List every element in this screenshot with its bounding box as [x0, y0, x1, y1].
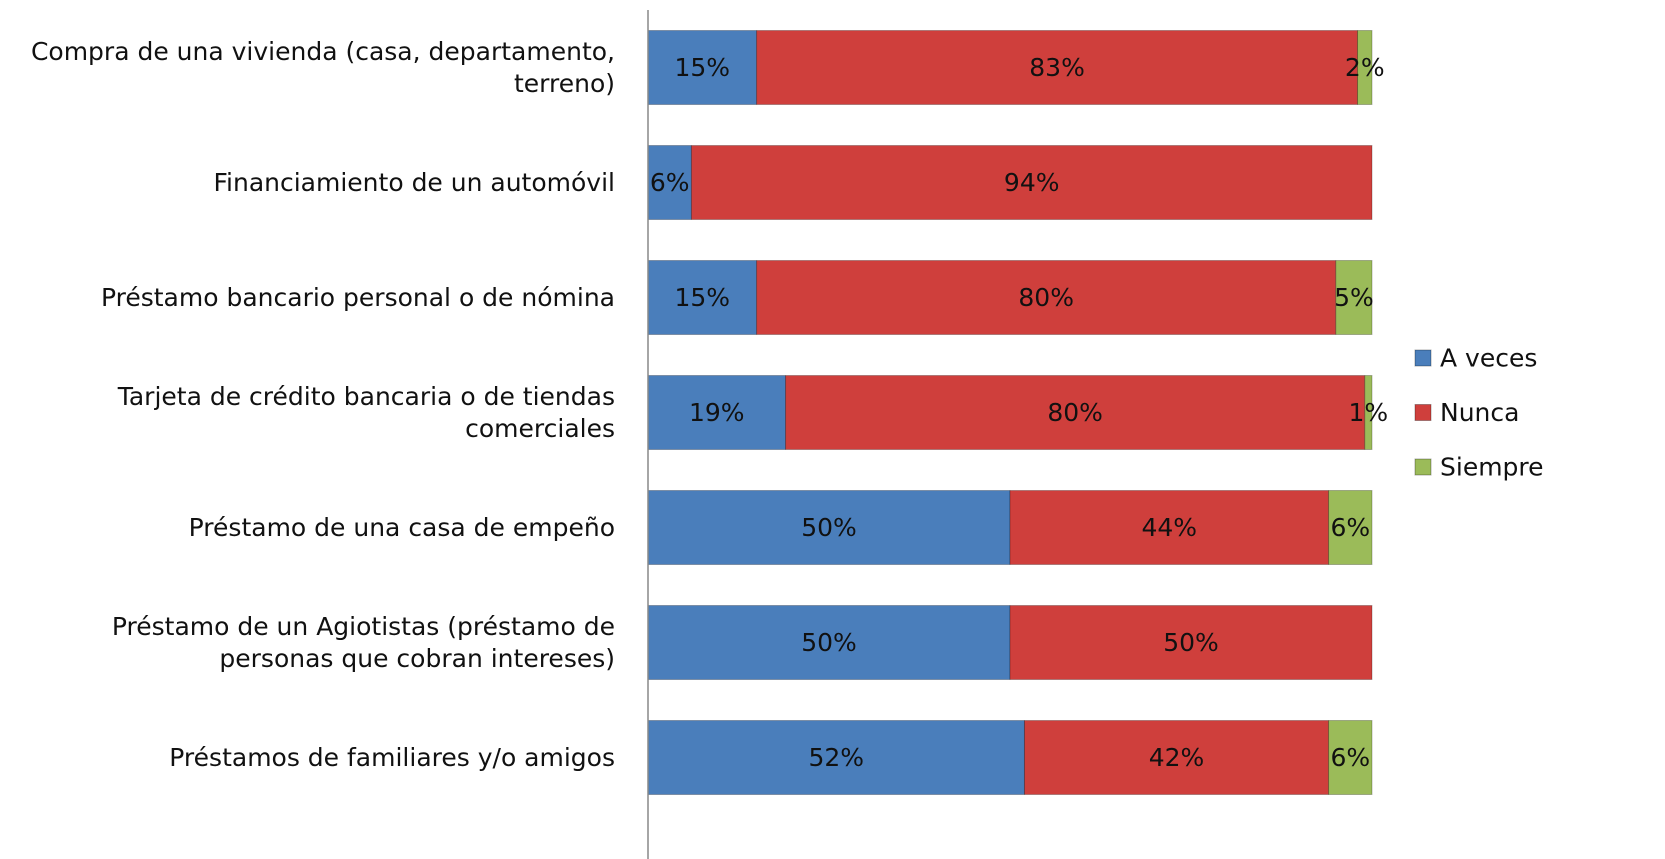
y-tick-label: Préstamo bancario personal o de nómina — [100, 282, 615, 312]
legend-label: Siempre — [1440, 453, 1544, 482]
bar-segment — [1335, 260, 1373, 335]
legend-swatch — [1414, 458, 1432, 476]
data-label: 15% — [675, 283, 731, 312]
data-label: 6% — [650, 168, 690, 197]
bar-segment — [1009, 605, 1373, 680]
bar-segment — [1328, 720, 1373, 795]
data-label: 50% — [801, 513, 857, 542]
data-label: 6% — [1330, 743, 1370, 772]
data-label: 2% — [1345, 53, 1385, 82]
bar-segment — [647, 375, 787, 450]
y-tick-label: Préstamos de familiares y/o amigos — [169, 742, 615, 772]
data-label: 94% — [1004, 168, 1060, 197]
y-tick-label: Tarjeta de crédito bancaria o de tiendas… — [117, 381, 615, 443]
data-label: 42% — [1149, 743, 1205, 772]
data-label: 5% — [1334, 283, 1374, 312]
data-label: 50% — [801, 628, 857, 657]
legend-swatch — [1414, 404, 1432, 421]
legend-label: Nunca — [1440, 398, 1519, 427]
data-label: 1% — [1349, 398, 1389, 427]
data-label: 6% — [1330, 513, 1370, 542]
bar-segment — [1328, 490, 1373, 565]
bar-segment — [1023, 720, 1330, 795]
bar-segment — [647, 30, 758, 105]
bar-segment — [647, 605, 1011, 680]
bar-segment — [647, 720, 1025, 795]
bar-segment — [756, 260, 1337, 335]
legend-swatch — [1414, 349, 1432, 367]
y-tick-label: Préstamo de una casa de empeño — [188, 512, 615, 542]
data-label: 83% — [1029, 53, 1085, 82]
bar-segment — [1357, 30, 1373, 105]
legend-label: A veces — [1440, 344, 1537, 373]
bar-segment — [1364, 375, 1373, 450]
bar-segment — [647, 490, 1011, 565]
bar-segment — [647, 145, 692, 220]
data-label: 15% — [675, 53, 731, 82]
data-label: 80% — [1047, 398, 1103, 427]
bar-segment — [690, 145, 1373, 220]
data-label: 52% — [808, 743, 864, 772]
data-label: 80% — [1018, 283, 1074, 312]
data-label: 44% — [1141, 513, 1197, 542]
y-tick-label: Compra de una vivienda (casa, departamen… — [30, 36, 615, 98]
bar-segment — [756, 30, 1359, 105]
data-label: 19% — [689, 398, 745, 427]
data-label: 50% — [1163, 628, 1219, 657]
y-tick-label: Financiamiento de un automóvil — [213, 167, 615, 197]
y-tick-label: Préstamo de un Agiotistas (préstamo de p… — [111, 611, 615, 673]
